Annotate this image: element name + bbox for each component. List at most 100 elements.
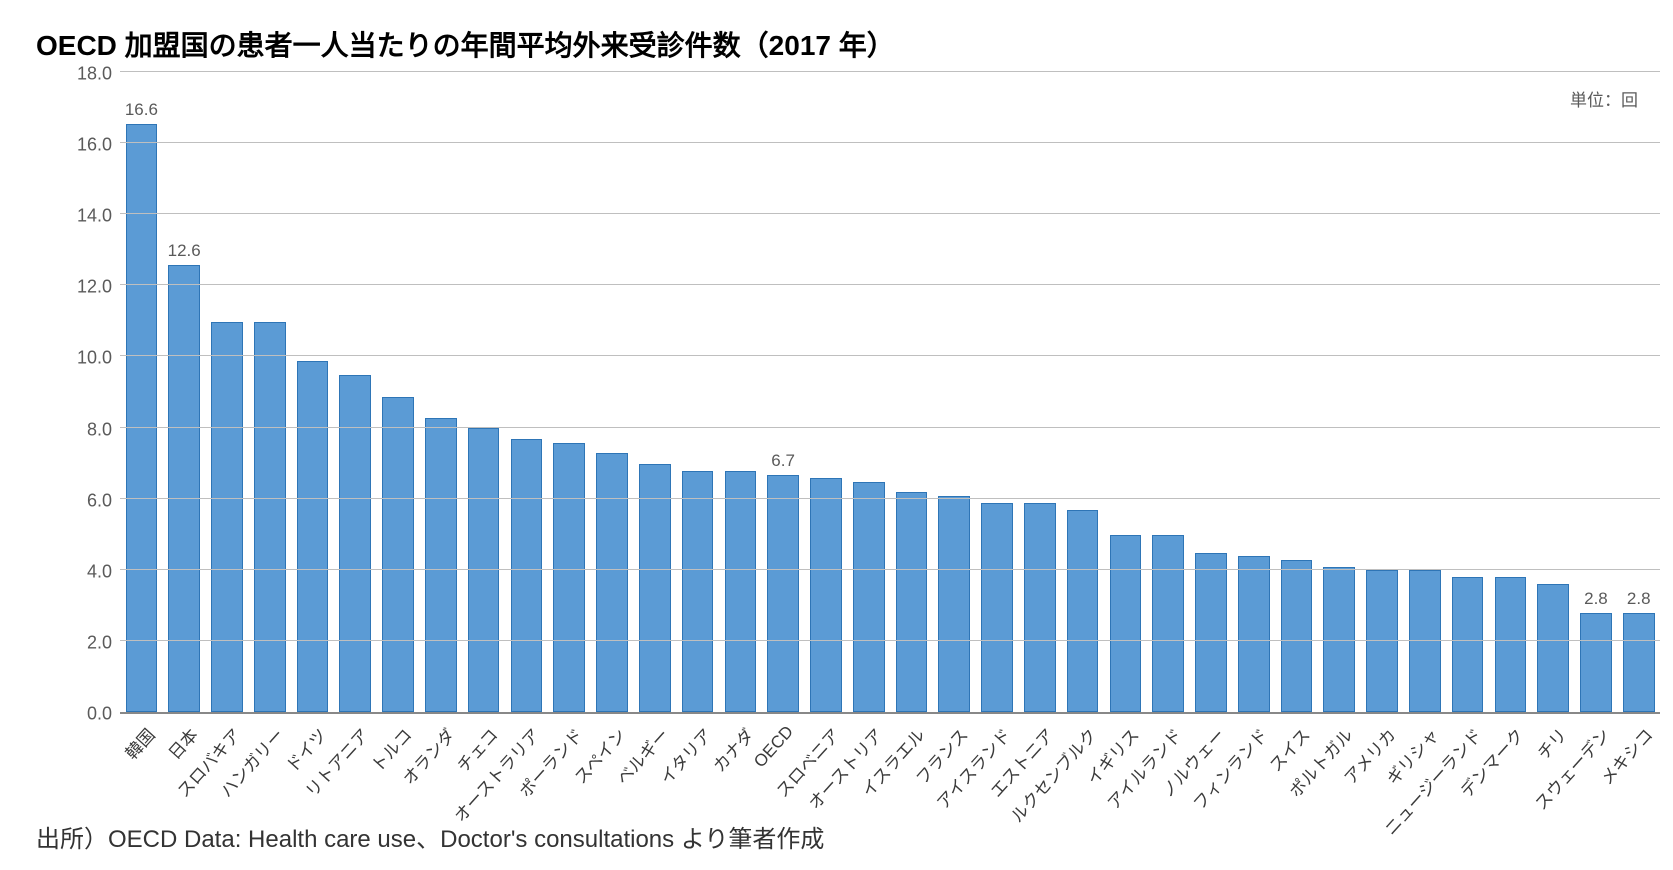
bar-slot (1361, 74, 1404, 712)
x-label-slot: フィンランド (1232, 714, 1275, 854)
bar-slot (591, 74, 634, 712)
y-tick-label: 14.0 (77, 206, 112, 227)
bar-slot (505, 74, 548, 712)
bar (1195, 553, 1227, 713)
bar-slot (291, 74, 334, 712)
bar (1623, 613, 1655, 712)
bar (1366, 570, 1398, 712)
page: OECD 加盟国の患者一人当たりの年間平均外来受診件数（2017 年） 0.0 2… (0, 0, 1673, 870)
bar-slot (719, 74, 762, 712)
bar (1452, 577, 1484, 712)
y-tick-label: 6.0 (87, 490, 112, 511)
y-tick-label: 10.0 (77, 348, 112, 369)
bar-slot (1403, 74, 1446, 712)
bar-slot (1489, 74, 1532, 712)
bar-slot (334, 74, 377, 712)
bar (425, 418, 457, 712)
bar-value-label: 16.6 (125, 100, 158, 120)
grid-line (120, 71, 1660, 72)
bar (596, 453, 628, 712)
bar (639, 464, 671, 712)
bar-slot (676, 74, 719, 712)
bar (297, 361, 329, 712)
bar (1067, 510, 1099, 712)
y-tick-label: 0.0 (87, 704, 112, 725)
bar (1580, 613, 1612, 712)
bar-slot: 2.8 (1575, 74, 1618, 712)
bar (853, 482, 885, 712)
x-label-slot: メキシコ (1617, 714, 1660, 854)
grid-line (120, 640, 1660, 641)
bar-slot (933, 74, 976, 712)
bar (938, 496, 970, 712)
bar (767, 475, 799, 712)
source-note: 出所）OECD Data: Health care use、Doctor's c… (36, 819, 824, 854)
bar (682, 471, 714, 712)
bar-slot (805, 74, 848, 712)
bar-slot (206, 74, 249, 712)
y-tick-label: 12.0 (77, 277, 112, 298)
bar-value-label: 2.8 (1627, 589, 1651, 609)
y-tick-label: 8.0 (87, 419, 112, 440)
bar-slot: 6.7 (762, 74, 805, 712)
bar-slot: 2.8 (1617, 74, 1660, 712)
bar-slot (1104, 74, 1147, 712)
bar (725, 471, 757, 712)
grid-line (120, 142, 1660, 143)
bar-slot (1446, 74, 1489, 712)
bar (896, 492, 928, 712)
bar-slot (1275, 74, 1318, 712)
bar-slot (847, 74, 890, 712)
bar-slot (248, 74, 291, 712)
bar (981, 503, 1013, 712)
bar-slot (1232, 74, 1275, 712)
bar-slot (1190, 74, 1233, 712)
bar-slot (1061, 74, 1104, 712)
chart-title: OECD 加盟国の患者一人当たりの年間平均外来受診件数（2017 年） (36, 24, 1643, 64)
grid-line (120, 569, 1660, 570)
plot-area: 単位：回 16.612.66.72.82.8 (120, 74, 1660, 714)
chart: 0.02.04.06.08.010.012.014.016.018.0 単位：回… (60, 74, 1660, 714)
bar-value-label: 6.7 (771, 451, 795, 471)
bar-slot (1318, 74, 1361, 712)
grid-line (120, 498, 1660, 499)
bar (511, 439, 543, 712)
bar-slot: 16.6 (120, 74, 163, 712)
bar (168, 265, 200, 712)
bars-container: 16.6 12.6 6.7 2.8 2.8 (120, 74, 1660, 712)
bar-value-label: 12.6 (168, 241, 201, 261)
bar (1495, 577, 1527, 712)
y-axis: 0.02.04.06.08.010.012.014.016.018.0 (60, 74, 120, 714)
bar (553, 443, 585, 712)
bar (1024, 503, 1056, 712)
bar (1281, 560, 1313, 712)
bar-slot (976, 74, 1019, 712)
grid-line (120, 284, 1660, 285)
grid-line (120, 427, 1660, 428)
bar (254, 322, 286, 712)
x-label-slot: デンマーク (1489, 714, 1532, 854)
bar (126, 124, 158, 712)
bar (1537, 584, 1569, 712)
bar-slot (419, 74, 462, 712)
bar-slot (890, 74, 933, 712)
y-tick-label: 16.0 (77, 135, 112, 156)
bar-slot (1018, 74, 1061, 712)
bar-value-label: 2.8 (1584, 589, 1608, 609)
y-tick-label: 2.0 (87, 632, 112, 653)
bar (468, 428, 500, 712)
bar-slot (377, 74, 420, 712)
bar (1409, 570, 1441, 712)
grid-line (120, 213, 1660, 214)
bar (1110, 535, 1142, 712)
y-tick-label: 4.0 (87, 561, 112, 582)
bar (1152, 535, 1184, 712)
bar-slot (1532, 74, 1575, 712)
bar (1238, 556, 1270, 712)
y-tick-label: 18.0 (77, 64, 112, 85)
bar-slot (462, 74, 505, 712)
grid-line (120, 355, 1660, 356)
bar (810, 478, 842, 712)
bar-slot (548, 74, 591, 712)
bar-slot (633, 74, 676, 712)
